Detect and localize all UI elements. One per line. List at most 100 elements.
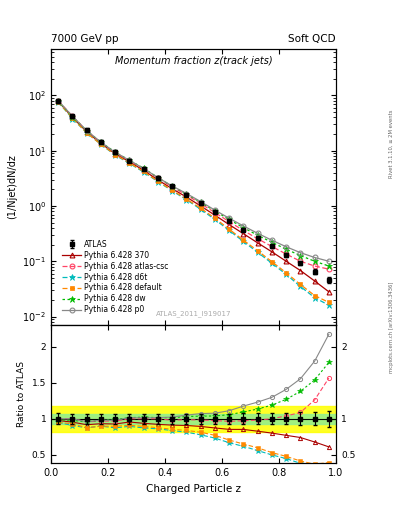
Y-axis label: Ratio to ATLAS: Ratio to ATLAS <box>17 361 26 427</box>
Pythia 6.428 d6t <box>141 169 146 175</box>
Pythia 6.428 370 <box>241 230 246 237</box>
Pythia 6.428 370 <box>141 167 146 174</box>
Pythia 6.428 p0 <box>213 207 217 213</box>
Pythia 6.428 default <box>184 196 189 202</box>
Pythia 6.428 default <box>270 259 274 265</box>
Pythia 6.428 default <box>298 282 303 288</box>
Pythia 6.428 370 <box>70 114 75 120</box>
Pythia 6.428 atlas-csc <box>170 184 174 190</box>
Pythia 6.428 370 <box>327 289 331 295</box>
Text: Momentum fraction z(track jets): Momentum fraction z(track jets) <box>115 56 272 66</box>
Pythia 6.428 atlas-csc <box>213 209 217 216</box>
Pythia 6.428 d6t <box>198 206 203 212</box>
Pythia 6.428 d6t <box>70 116 75 122</box>
Text: Soft QCD: Soft QCD <box>288 33 336 44</box>
Pythia 6.428 dw <box>270 239 274 245</box>
Pythia 6.428 default <box>113 152 118 158</box>
Legend: ATLAS, Pythia 6.428 370, Pythia 6.428 atlas-csc, Pythia 6.428 d6t, Pythia 6.428 : ATLAS, Pythia 6.428 370, Pythia 6.428 at… <box>61 238 170 316</box>
Pythia 6.428 dw <box>127 157 132 163</box>
Pythia 6.428 p0 <box>70 113 75 119</box>
Pythia 6.428 dw <box>156 175 160 181</box>
Line: Pythia 6.428 p0: Pythia 6.428 p0 <box>56 98 331 264</box>
Pythia 6.428 atlas-csc <box>141 166 146 172</box>
Pythia 6.428 370 <box>213 212 217 218</box>
Pythia 6.428 default <box>70 115 75 121</box>
Pythia 6.428 370 <box>127 159 132 165</box>
Pythia 6.428 atlas-csc <box>327 266 331 272</box>
Line: Pythia 6.428 d6t: Pythia 6.428 d6t <box>55 99 332 308</box>
Pythia 6.428 d6t <box>270 260 274 266</box>
Pythia 6.428 p0 <box>312 254 317 261</box>
Pythia 6.428 370 <box>312 278 317 284</box>
Pythia 6.428 d6t <box>56 99 61 105</box>
Pythia 6.428 p0 <box>141 165 146 172</box>
Text: 7000 GeV pp: 7000 GeV pp <box>51 33 119 44</box>
Pythia 6.428 atlas-csc <box>312 263 317 269</box>
Pythia 6.428 d6t <box>156 179 160 185</box>
Pythia 6.428 p0 <box>170 183 174 189</box>
Pythia 6.428 p0 <box>284 244 288 250</box>
Pythia 6.428 d6t <box>213 217 217 223</box>
Pythia 6.428 atlas-csc <box>241 227 246 233</box>
X-axis label: Charged Particle z: Charged Particle z <box>146 484 241 494</box>
Pythia 6.428 atlas-csc <box>70 113 75 119</box>
Pythia 6.428 p0 <box>227 215 231 221</box>
Pythia 6.428 d6t <box>227 227 231 233</box>
Pythia 6.428 d6t <box>184 197 189 203</box>
Pythia 6.428 dw <box>84 127 89 134</box>
Pythia 6.428 dw <box>213 208 217 214</box>
Pythia 6.428 370 <box>255 240 260 246</box>
Pythia 6.428 p0 <box>327 258 331 264</box>
Pythia 6.428 dw <box>170 183 174 189</box>
Pythia 6.428 d6t <box>127 160 132 166</box>
Pythia 6.428 default <box>156 178 160 184</box>
Y-axis label: (1/Njet)dN/dz: (1/Njet)dN/dz <box>7 155 17 219</box>
Pythia 6.428 default <box>198 205 203 211</box>
Pythia 6.428 dw <box>70 114 75 120</box>
Pythia 6.428 dw <box>312 258 317 264</box>
Pythia 6.428 p0 <box>99 139 103 145</box>
Text: mcplots.cern.ch [arXiv:1306.3436]: mcplots.cern.ch [arXiv:1306.3436] <box>389 282 393 373</box>
Pythia 6.428 d6t <box>312 294 317 301</box>
Pythia 6.428 dw <box>241 225 246 231</box>
Pythia 6.428 d6t <box>255 249 260 255</box>
Pythia 6.428 370 <box>284 258 288 264</box>
Pythia 6.428 d6t <box>241 239 246 245</box>
Pythia 6.428 p0 <box>241 223 246 229</box>
Pythia 6.428 dw <box>198 199 203 205</box>
Pythia 6.428 atlas-csc <box>56 98 61 104</box>
Pythia 6.428 p0 <box>198 199 203 205</box>
Line: Pythia 6.428 370: Pythia 6.428 370 <box>56 99 331 294</box>
Pythia 6.428 p0 <box>113 150 118 156</box>
Pythia 6.428 p0 <box>156 175 160 181</box>
Pythia 6.428 p0 <box>84 127 89 134</box>
Bar <box>51 414 336 424</box>
Pythia 6.428 default <box>284 270 288 276</box>
Pythia 6.428 d6t <box>113 152 118 158</box>
Pythia 6.428 dw <box>298 252 303 259</box>
Pythia 6.428 370 <box>156 177 160 183</box>
Pythia 6.428 dw <box>113 149 118 155</box>
Pythia 6.428 atlas-csc <box>255 236 260 242</box>
Pythia 6.428 default <box>241 237 246 243</box>
Pythia 6.428 atlas-csc <box>184 192 189 198</box>
Pythia 6.428 dw <box>327 263 331 269</box>
Pythia 6.428 default <box>99 141 103 147</box>
Pythia 6.428 default <box>56 99 61 105</box>
Pythia 6.428 370 <box>99 140 103 146</box>
Pythia 6.428 default <box>327 300 331 306</box>
Pythia 6.428 d6t <box>170 188 174 194</box>
Pythia 6.428 p0 <box>298 249 303 255</box>
Pythia 6.428 p0 <box>255 230 260 237</box>
Pythia 6.428 atlas-csc <box>127 158 132 164</box>
Pythia 6.428 d6t <box>327 302 331 308</box>
Pythia 6.428 atlas-csc <box>156 175 160 181</box>
Pythia 6.428 370 <box>84 129 89 135</box>
Pythia 6.428 atlas-csc <box>298 258 303 264</box>
Pythia 6.428 370 <box>113 151 118 157</box>
Pythia 6.428 p0 <box>56 98 61 104</box>
Pythia 6.428 370 <box>270 249 274 255</box>
Pythia 6.428 d6t <box>298 284 303 290</box>
Pythia 6.428 370 <box>170 186 174 192</box>
Pythia 6.428 dw <box>141 165 146 172</box>
